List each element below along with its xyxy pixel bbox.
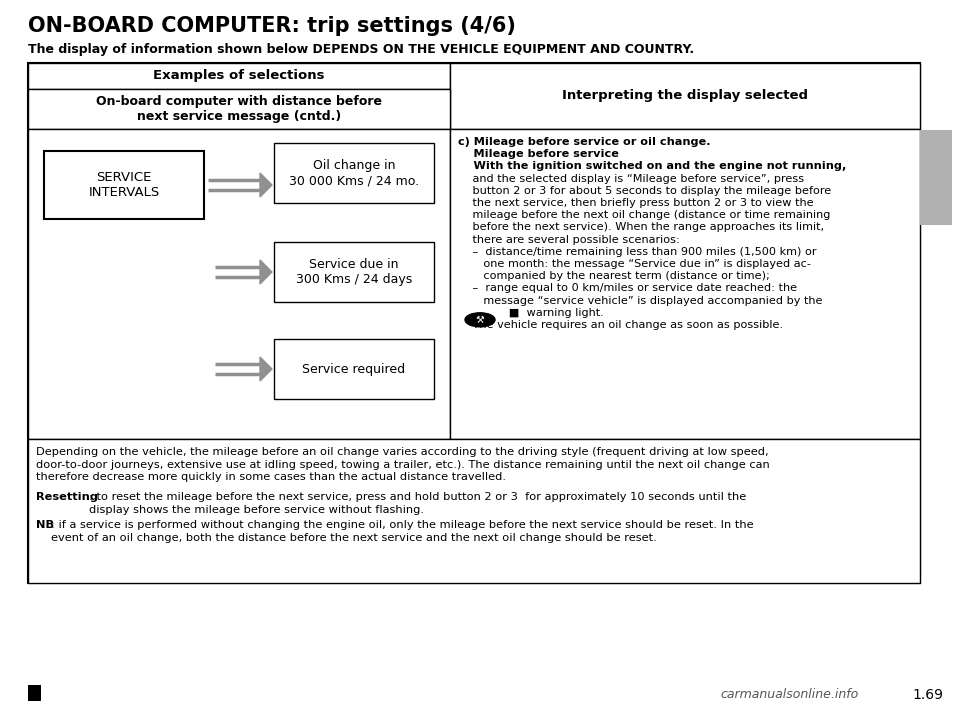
Text: Service due in
300 Kms / 24 days: Service due in 300 Kms / 24 days	[296, 258, 412, 286]
Text: the next service, then briefly press button 2 or 3 to view the: the next service, then briefly press but…	[458, 198, 814, 208]
Polygon shape	[260, 357, 272, 381]
Text: message “service vehicle” is displayed accompanied by the: message “service vehicle” is displayed a…	[458, 295, 823, 305]
Text: –  range equal to 0 km/miles or service date reached: the: – range equal to 0 km/miles or service d…	[458, 283, 797, 293]
Text: On-board computer with distance before
next service message (cntd.): On-board computer with distance before n…	[96, 95, 382, 123]
Text: Interpreting the display selected: Interpreting the display selected	[562, 89, 808, 102]
Text: ON-BOARD COMPUTER: trip settings (4/6): ON-BOARD COMPUTER: trip settings (4/6)	[28, 16, 516, 36]
Bar	[450, 63, 920, 129]
Bar	[44, 151, 204, 219]
Text: Oil change in
30 000 Kms / 24 mo.: Oil change in 30 000 Kms / 24 mo.	[289, 159, 420, 187]
Text: : to reset the mileage before the next service, press and hold button 2 or 3  fo: : to reset the mileage before the next s…	[89, 492, 746, 515]
Bar	[274, 339, 434, 399]
Text: ⚒: ⚒	[475, 315, 485, 324]
Text: ■  warning light.: ■ warning light.	[458, 308, 604, 318]
Text: and the selected display is “Mileage before service”, press: and the selected display is “Mileage bef…	[458, 174, 804, 184]
Text: SERVICE
INTERVALS: SERVICE INTERVALS	[88, 171, 159, 199]
Polygon shape	[260, 173, 272, 197]
Ellipse shape	[465, 313, 495, 327]
Bar	[28, 63, 920, 583]
Bar	[274, 143, 434, 203]
Text: before the next service). When the range approaches its limit,: before the next service). When the range…	[458, 222, 824, 232]
Bar	[28, 63, 450, 89]
Text: NB: NB	[36, 520, 54, 530]
Text: c) Mileage before service or oil change.: c) Mileage before service or oil change.	[458, 137, 710, 147]
Text: Resetting: Resetting	[36, 492, 98, 502]
Bar	[28, 129, 450, 439]
Text: 1.69: 1.69	[912, 688, 943, 702]
Bar	[28, 439, 920, 583]
Bar	[28, 89, 450, 129]
Polygon shape	[260, 260, 272, 284]
Text: : if a service is performed without changing the engine oil, only the mileage be: : if a service is performed without chan…	[51, 520, 754, 542]
Text: carmanualsonline.info: carmanualsonline.info	[720, 689, 858, 701]
Bar	[274, 242, 434, 302]
Text: –  distance/time remaining less than 900 miles (1,500 km) or: – distance/time remaining less than 900 …	[458, 247, 817, 257]
Bar	[920, 130, 952, 225]
Text: one month: the message “Service due in” is displayed ac-: one month: the message “Service due in” …	[458, 259, 811, 269]
Text: The display of information shown below DEPENDS ON THE VEHICLE EQUIPMENT AND COUN: The display of information shown below D…	[28, 43, 694, 57]
Text: With the ignition switched on and the engine not running,: With the ignition switched on and the en…	[458, 161, 847, 171]
Text: companied by the nearest term (distance or time);: companied by the nearest term (distance …	[458, 271, 770, 281]
Text: mileage before the next oil change (distance or time remaining: mileage before the next oil change (dist…	[458, 210, 830, 220]
Text: Service required: Service required	[302, 363, 405, 376]
Text: button 2 or 3 for about 5 seconds to display the mileage before: button 2 or 3 for about 5 seconds to dis…	[458, 186, 831, 196]
Text: The vehicle requires an oil change as soon as possible.: The vehicle requires an oil change as so…	[458, 320, 783, 330]
Text: there are several possible scenarios:: there are several possible scenarios:	[458, 234, 680, 245]
Text: Examples of selections: Examples of selections	[154, 70, 324, 82]
Text: Mileage before service: Mileage before service	[458, 149, 619, 159]
Bar	[28, 685, 41, 701]
Text: Depending on the vehicle, the mileage before an oil change varies according to t: Depending on the vehicle, the mileage be…	[36, 447, 770, 482]
Bar	[450, 129, 920, 439]
